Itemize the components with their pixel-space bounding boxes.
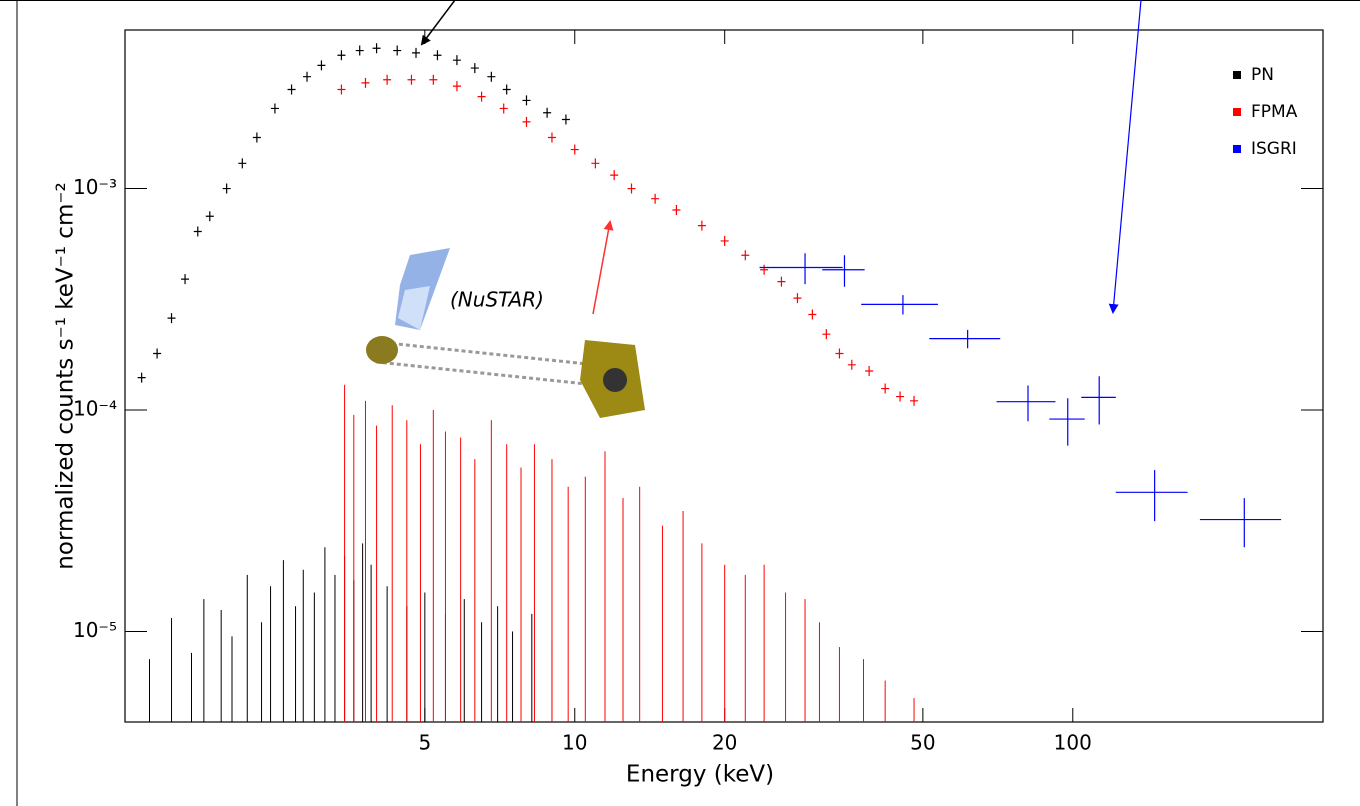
data-point — [881, 383, 890, 394]
data-point — [412, 47, 421, 58]
y-tick-label: 10⁻⁴ — [73, 396, 117, 420]
data-point — [1115, 470, 1188, 522]
data-point — [720, 235, 729, 246]
data-point — [627, 183, 636, 194]
data-point — [522, 116, 531, 127]
data-point — [777, 276, 786, 287]
data-point — [361, 77, 370, 88]
data-point — [929, 329, 1001, 349]
x-tick-label: 100 — [1054, 731, 1092, 755]
data-point — [1199, 498, 1282, 548]
data-point — [1049, 398, 1085, 446]
data-point — [317, 60, 326, 71]
data-point — [610, 170, 619, 181]
data-point — [996, 385, 1056, 422]
data-point — [433, 50, 442, 61]
data-point — [835, 348, 844, 359]
legend-label: PN — [1251, 65, 1274, 85]
y-tick-label: 10⁻⁵ — [73, 618, 117, 642]
x-tick-label: 20 — [712, 731, 737, 755]
legend-swatch — [1233, 108, 1241, 116]
data-point — [205, 211, 214, 222]
data-point — [487, 71, 496, 82]
data-point — [759, 253, 843, 285]
arrow — [420, 0, 456, 46]
satellite-illustration — [366, 248, 645, 418]
data-point — [672, 205, 681, 216]
data-point — [1081, 376, 1116, 425]
legend-swatch — [1233, 145, 1241, 153]
data-point — [393, 45, 402, 56]
data-point — [502, 84, 511, 95]
data-point — [822, 255, 865, 287]
data-point — [287, 84, 296, 95]
data-point — [543, 107, 552, 118]
data-point — [429, 74, 438, 85]
data-point — [452, 55, 461, 66]
data-point — [793, 293, 802, 304]
data-point — [910, 395, 919, 406]
data-point — [355, 45, 364, 56]
data-point — [167, 313, 176, 324]
data-point — [470, 63, 479, 74]
data-point — [651, 193, 660, 204]
data-point — [896, 391, 905, 402]
data-point — [522, 95, 531, 106]
data-point — [252, 132, 261, 143]
data-point — [372, 43, 381, 54]
data-point — [193, 226, 202, 237]
data-point — [741, 250, 750, 261]
data-point — [222, 183, 231, 194]
x-tick-label: 5 — [418, 731, 431, 755]
data-point — [822, 329, 831, 340]
legend-label: ISGRI — [1251, 139, 1297, 159]
data-point — [137, 372, 146, 383]
data-point — [477, 91, 486, 102]
data-point — [760, 264, 769, 275]
data-point — [452, 81, 461, 92]
arrow — [1108, 0, 1142, 314]
data-point — [407, 74, 416, 85]
data-point — [238, 158, 247, 169]
data-point — [499, 103, 508, 114]
data-point — [383, 74, 392, 85]
data-point — [865, 366, 874, 377]
data-point — [561, 114, 570, 125]
data-point — [547, 132, 556, 143]
y-axis-label: normalized counts s⁻¹ keV⁻¹ cm⁻² — [53, 182, 79, 569]
data-point — [303, 71, 312, 82]
plot-frame — [124, 29, 1324, 723]
data-point — [153, 348, 162, 359]
annotation: (NuSTAR) — [450, 288, 544, 312]
data-point — [270, 103, 279, 114]
data-point — [591, 158, 600, 169]
x-axis-label: Energy (keV) — [626, 762, 774, 788]
data-point — [570, 144, 579, 155]
x-tick-label: 10 — [562, 731, 587, 755]
legend-label: FPMA — [1251, 102, 1298, 122]
arrow — [592, 220, 614, 315]
data-point — [808, 309, 817, 320]
data-point — [697, 220, 706, 231]
data-point — [181, 274, 190, 285]
data-point — [861, 295, 938, 315]
legend-swatch — [1233, 71, 1241, 79]
y-tick-label: 10⁻³ — [73, 175, 117, 199]
data-point — [337, 50, 346, 61]
x-tick-label: 50 — [910, 731, 935, 755]
data-point — [847, 359, 856, 370]
data-point — [337, 84, 346, 95]
